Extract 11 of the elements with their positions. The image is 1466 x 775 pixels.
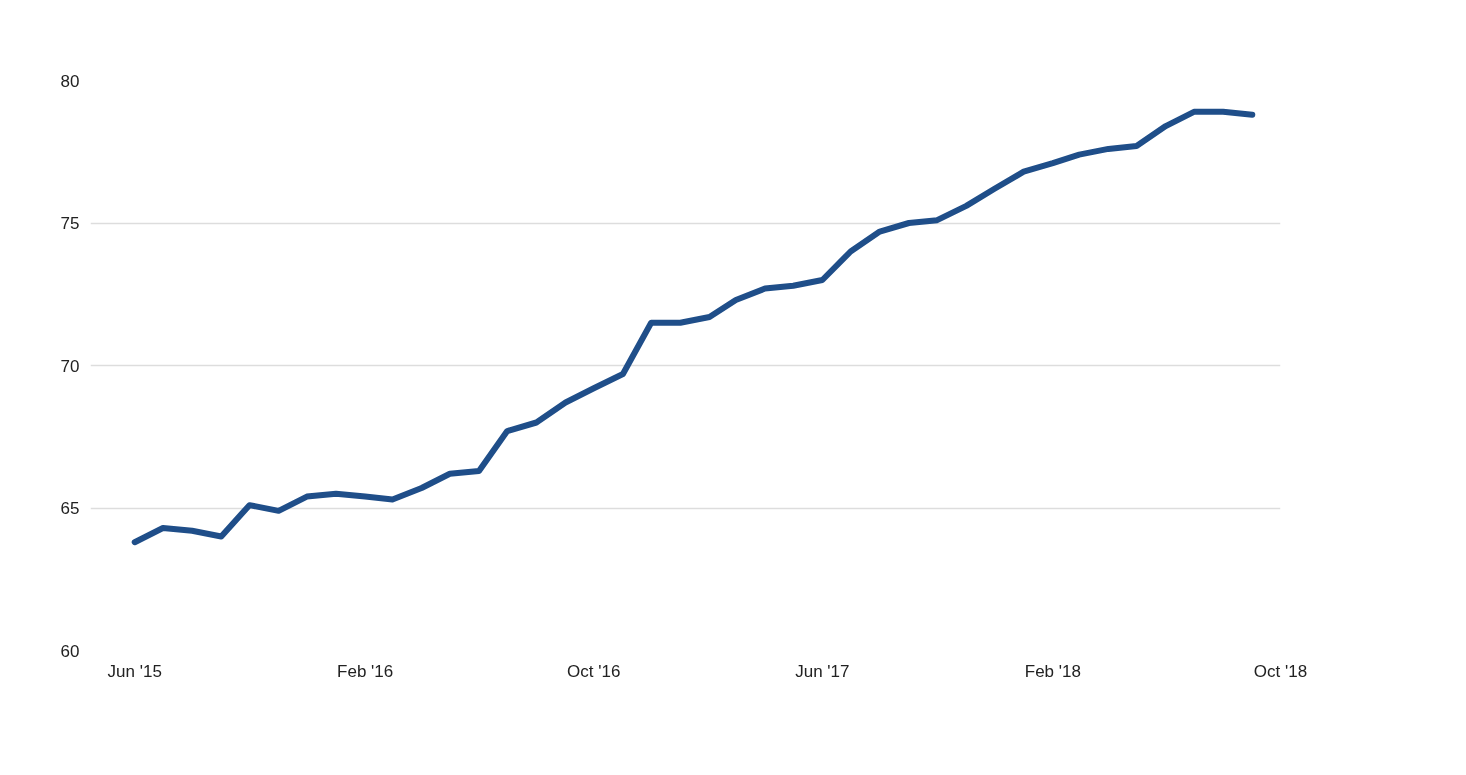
x-tick-label: Oct '18 xyxy=(1253,661,1308,681)
x-tick-label: Jun '17 xyxy=(795,661,850,681)
y-tick-label: 60 xyxy=(60,641,80,661)
y-tick-label: 70 xyxy=(60,356,80,376)
x-tick-label: Jun '15 xyxy=(107,661,162,681)
x-tick-label: Feb '18 xyxy=(1024,661,1081,681)
y-tick-label: 80 xyxy=(60,71,80,91)
x-tick-label: Feb '16 xyxy=(337,661,394,681)
x-tick-label: Oct '16 xyxy=(567,661,621,681)
y-tick-label: 65 xyxy=(60,499,80,518)
y-tick-label: 75 xyxy=(60,214,80,233)
